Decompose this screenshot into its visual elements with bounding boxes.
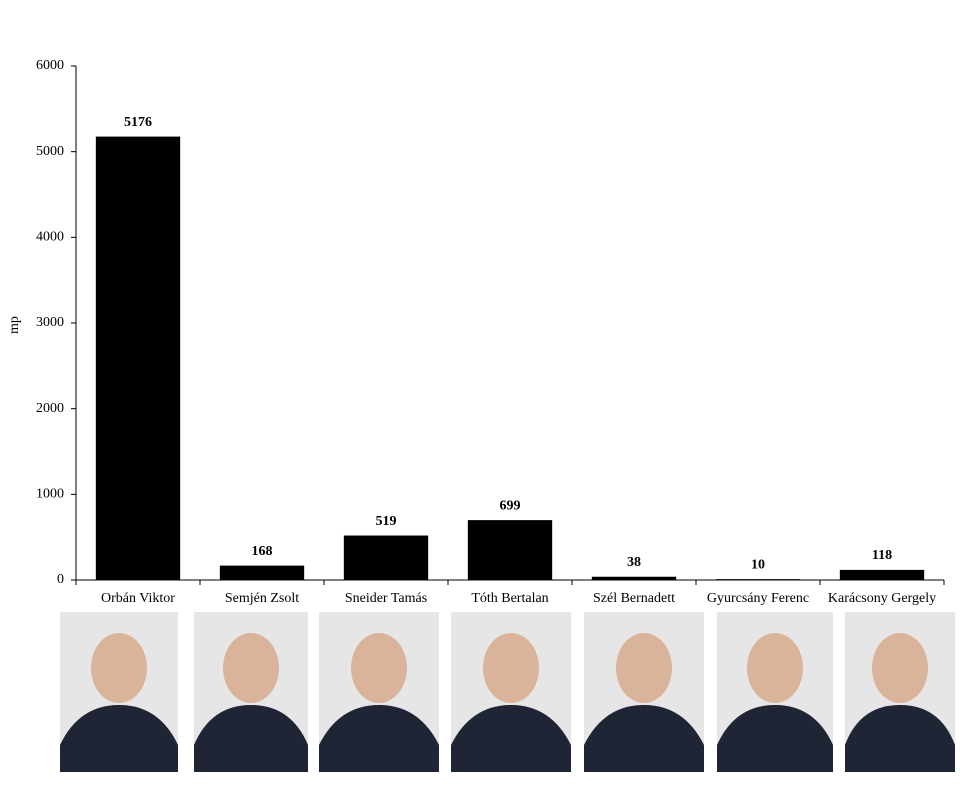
value-label: 118 — [872, 548, 892, 563]
y-tick-label: 2000 — [36, 401, 64, 416]
y-tick-label: 1000 — [36, 487, 64, 502]
photo-body — [845, 705, 955, 772]
value-label: 38 — [627, 555, 641, 570]
x-tick-label: Sneider Tamás — [345, 591, 427, 606]
bar — [467, 520, 553, 580]
bar — [95, 136, 181, 580]
photo-head — [872, 633, 928, 703]
y-tick-label: 6000 — [36, 58, 64, 73]
photo-body — [717, 705, 833, 772]
value-label: 699 — [500, 498, 521, 513]
y-tick-label: 0 — [57, 572, 64, 587]
value-label: 519 — [376, 514, 397, 529]
y-tick-label: 4000 — [36, 230, 64, 245]
bar — [839, 569, 925, 580]
photo-head — [616, 633, 672, 703]
y-tick-label: 3000 — [36, 315, 64, 330]
y-axis-label: mp — [7, 316, 22, 334]
y-tick-label: 5000 — [36, 144, 64, 159]
bar — [715, 579, 801, 580]
x-tick-label: Semjén Zsolt — [225, 591, 299, 606]
photo-body — [584, 705, 704, 772]
photo-body — [194, 705, 308, 772]
photo-head — [91, 633, 147, 703]
photo-body — [451, 705, 571, 772]
bar — [343, 535, 429, 580]
value-label: 168 — [252, 544, 273, 559]
photo-head — [483, 633, 539, 703]
x-tick-label: Gyurcsány Ferenc — [707, 591, 809, 606]
x-tick-label: Szél Bernadett — [593, 591, 675, 606]
x-tick-label: Tóth Bertalan — [471, 591, 548, 606]
bar — [219, 565, 305, 580]
photo-head — [747, 633, 803, 703]
photo-body — [319, 705, 439, 772]
photo-head — [223, 633, 279, 703]
value-label: 5176 — [124, 115, 152, 130]
x-tick-label: Orbán Viktor — [101, 591, 175, 606]
bar — [591, 576, 677, 580]
value-label: 10 — [751, 557, 765, 572]
photo-body — [60, 705, 178, 772]
photo-head — [351, 633, 407, 703]
x-tick-label: Karácsony Gergely — [828, 591, 936, 606]
